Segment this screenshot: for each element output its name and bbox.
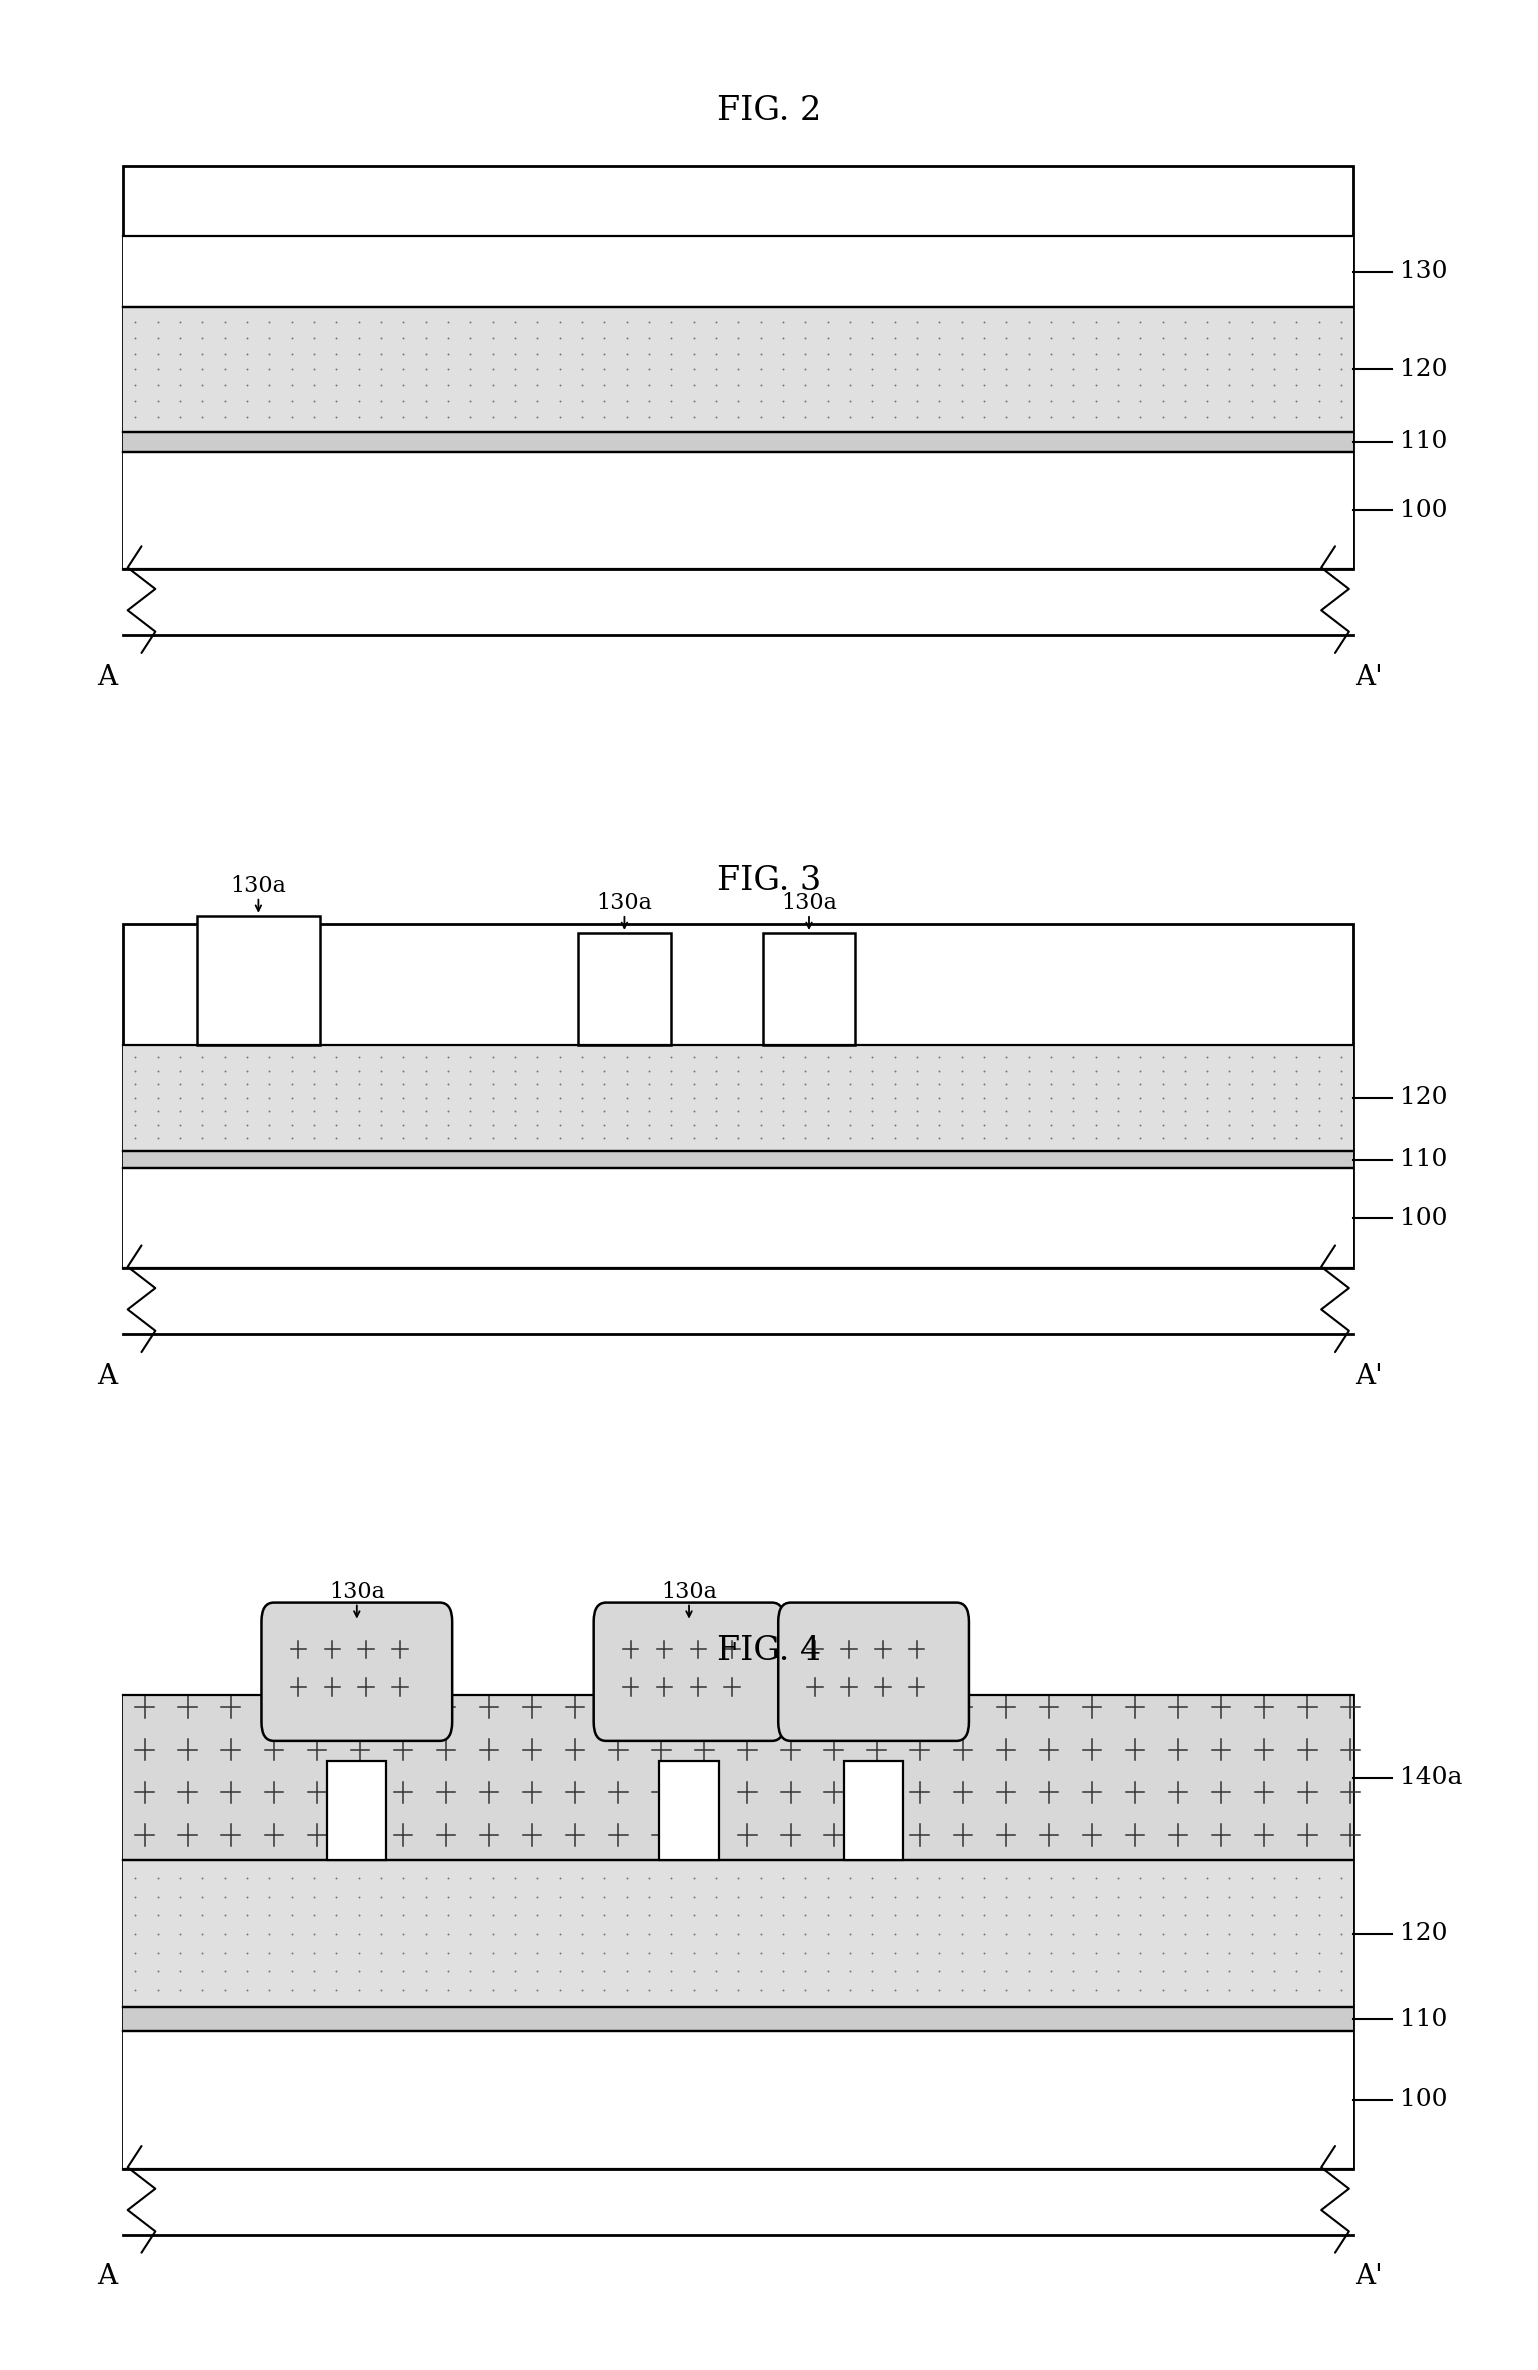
FancyBboxPatch shape [261,1602,452,1742]
Text: 130a: 130a [781,891,837,915]
Bar [123,306,1353,431]
Text: FIG. 2: FIG. 2 [717,95,821,128]
Bar [123,166,1353,569]
Bar [123,1168,1353,1268]
Text: 120: 120 [1400,358,1447,382]
FancyBboxPatch shape [778,1602,969,1742]
Text: 130a: 130a [661,1581,717,1602]
Bar [660,1761,718,1860]
Text: 130a: 130a [231,875,286,896]
Bar [578,934,671,1045]
Bar [123,237,1353,306]
Text: 100: 100 [1400,2088,1447,2112]
Text: 130: 130 [1400,261,1447,282]
Text: 140a: 140a [1400,1766,1463,1789]
Bar [123,431,1353,453]
Bar [328,1761,386,1860]
Text: 110: 110 [1400,1147,1447,1171]
Text: 110: 110 [1400,2007,1447,2031]
Bar [123,1860,1353,2007]
Bar [123,1152,1353,1168]
Text: 100: 100 [1400,1206,1447,1230]
Text: 100: 100 [1400,498,1447,521]
Text: A': A' [1355,2263,1383,2289]
Text: A': A' [1355,1363,1383,1389]
Text: 130a: 130a [597,891,652,915]
Bar [763,934,855,1045]
Text: A: A [97,2263,118,2289]
Bar [123,453,1353,569]
Text: 120: 120 [1400,1085,1447,1109]
Text: 110: 110 [1400,431,1447,453]
Bar [123,2007,1353,2031]
Text: FIG. 4: FIG. 4 [717,1635,821,1668]
Bar [844,1761,903,1860]
Text: A: A [97,664,118,690]
Text: 120: 120 [1400,1922,1447,1946]
Bar [123,1695,1353,1860]
Text: 130a: 130a [329,1581,384,1602]
FancyBboxPatch shape [594,1602,784,1742]
Bar [123,924,1353,1268]
Text: A: A [97,1363,118,1389]
Bar [123,1045,1353,1152]
Text: FIG. 3: FIG. 3 [717,865,821,898]
Bar [123,1695,1353,2169]
Text: A': A' [1355,664,1383,690]
Bar [197,915,320,1045]
Bar [123,2031,1353,2169]
